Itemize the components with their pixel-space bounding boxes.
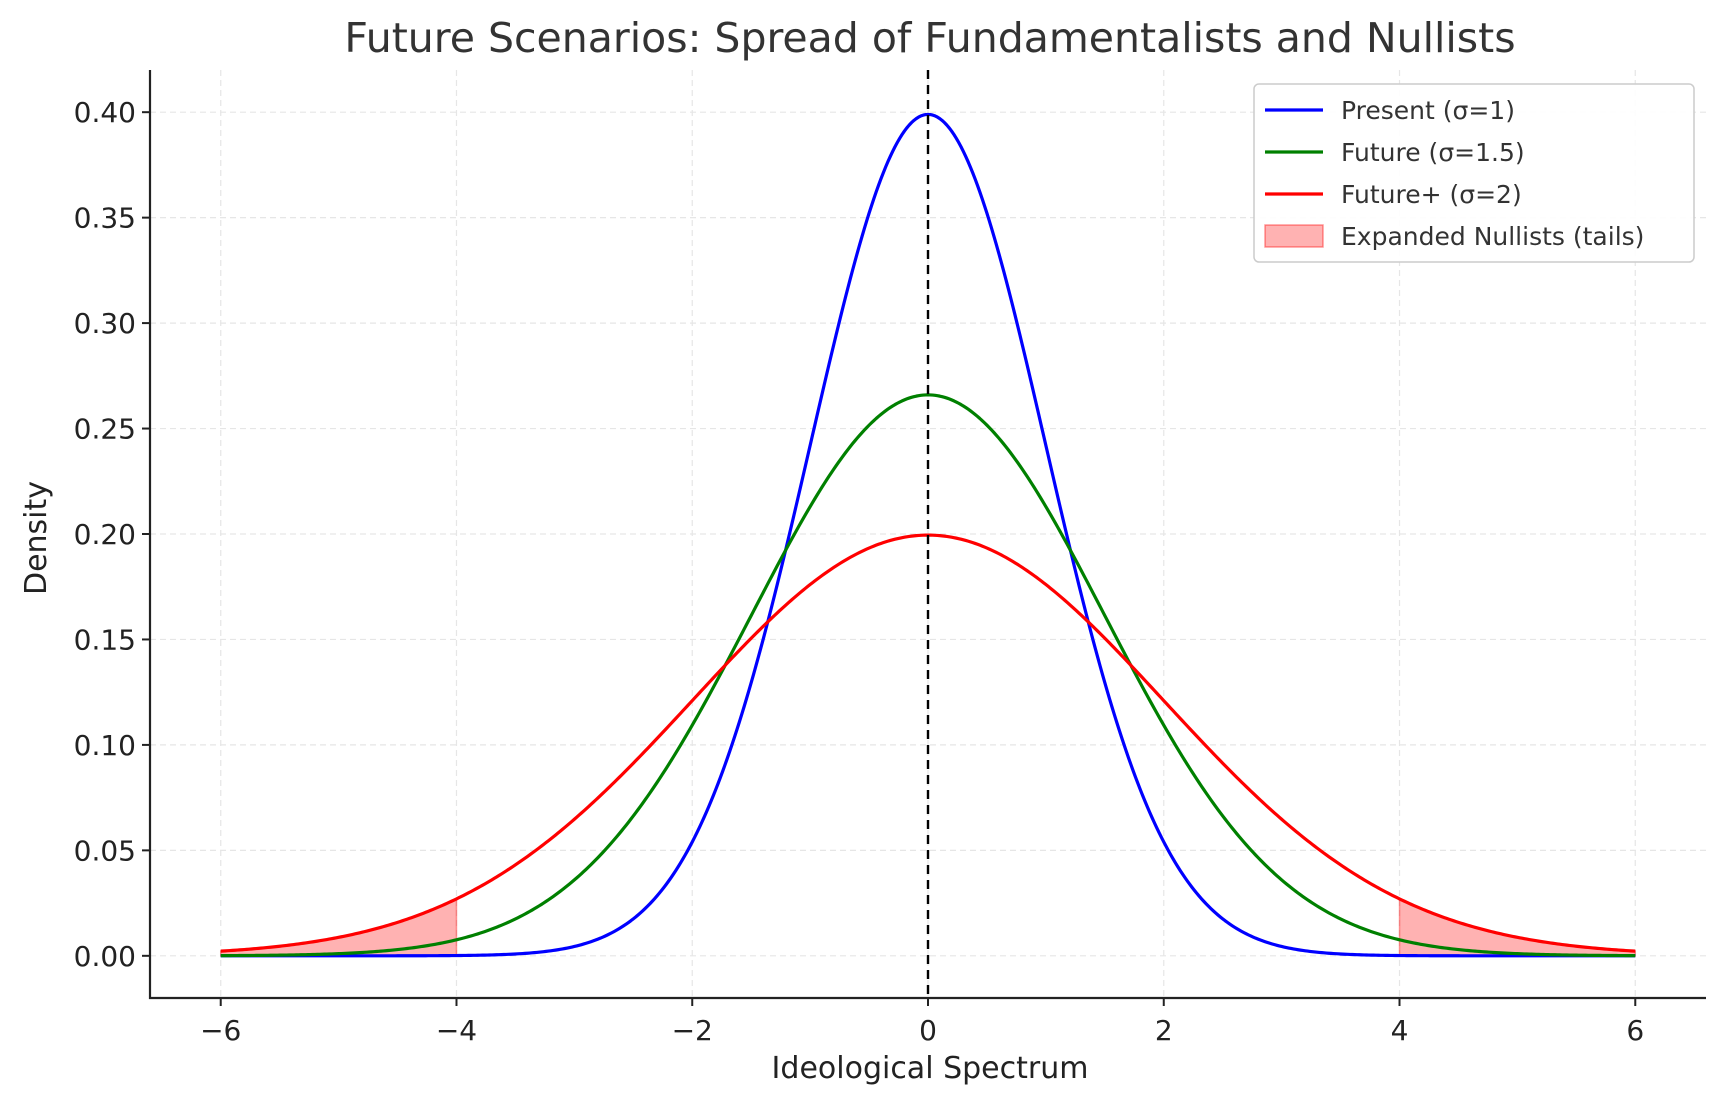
axes-spine	[148, 70, 1706, 1000]
legend: Present (σ=1) Future (σ=1.5) Future+ (σ=2)…	[1253, 83, 1695, 263]
x-tick-label: 6	[1626, 1014, 1644, 1047]
x-tick-label: 2	[1155, 1014, 1173, 1047]
y-tick-label: 0.35	[74, 202, 136, 235]
x-axis-label: Ideological Spectrum	[772, 1051, 1089, 1086]
y-tick-label: 0.00	[74, 940, 136, 973]
y-tick-label: 0.40	[74, 96, 136, 129]
chart-title: Future Scenarios: Spread of Fundamentali…	[344, 14, 1515, 62]
y-tick-label: 0.10	[74, 729, 136, 762]
x-tick-label: −2	[672, 1014, 713, 1047]
legend-fill-swatch	[1264, 224, 1324, 248]
legend-label: Present (σ=1)	[1341, 96, 1515, 125]
series-line	[220, 393, 1636, 958]
legend-label: Expanded Nullists (tails)	[1341, 222, 1644, 251]
legend-label: Future+ (σ=2)	[1341, 180, 1522, 209]
x-tick-label: 0	[919, 1014, 937, 1047]
legend-box	[1253, 83, 1695, 263]
x-tick-label: −4	[436, 1014, 477, 1047]
legend-label: Future (σ=1.5)	[1341, 138, 1525, 167]
axes	[148, 70, 1706, 1000]
y-tick-label: 0.15	[74, 623, 136, 656]
y-tick-label: 0.05	[74, 834, 136, 867]
x-tick-label: 4	[1391, 1014, 1409, 1047]
x-tick-label: −6	[200, 1014, 241, 1047]
y-tick-label: 0.30	[74, 307, 136, 340]
series-line	[220, 112, 1636, 958]
ticks-layer: −6 −4 −2 0 2 4 6 0.00 0.05 0.10 0.15 0.20 0.25 0.30 0.…	[74, 96, 1645, 1047]
y-axis-label: Density	[19, 481, 54, 595]
y-tick-label: 0.20	[74, 518, 136, 551]
y-tick-label: 0.25	[74, 413, 136, 446]
